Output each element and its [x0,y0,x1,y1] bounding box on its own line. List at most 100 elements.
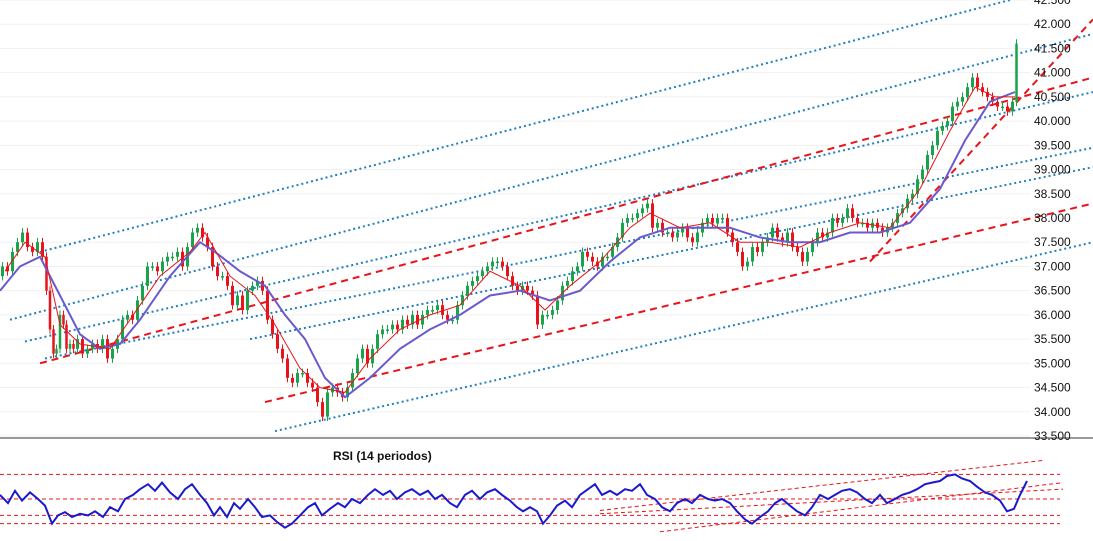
trend-line [264,202,1093,404]
candle-down [866,222,869,228]
candle-down [796,247,799,252]
candle-down [776,227,779,238]
candle-up [466,285,469,296]
candle-up [68,343,72,349]
candle-up [171,256,174,259]
channel-line [274,241,1093,433]
candle-down [271,319,274,335]
candle-up [346,387,349,398]
candle-up [601,256,604,267]
y-tick-label: 40.500 [1034,90,1071,104]
candle-down [52,329,55,354]
candle-down [211,247,214,267]
candle-up [251,285,254,291]
candle-down [856,218,859,223]
candle-up [716,218,719,223]
candle-down [671,232,674,238]
candle-down [6,266,9,272]
candle-up [111,348,114,359]
y-tick-label: 37.500 [1034,235,1071,249]
candle-up [246,290,249,311]
channel-line [39,0,1011,253]
y-tick-label: 36.000 [1034,308,1071,322]
candle-down [441,305,444,315]
candle-up [121,319,124,340]
candle-up [361,348,364,359]
rsi-title: RSI (14 periodos) [333,449,432,463]
candle-up [921,169,924,180]
candle-down [691,237,694,243]
y-tick-label: 33.500 [1034,429,1071,443]
y-tick-label: 39.500 [1034,138,1071,152]
candle-up [941,125,944,131]
candle-down [586,251,589,257]
candle-up [666,232,669,235]
candle-down [81,339,84,354]
candle-down [511,276,514,286]
y-tick-label: 41.500 [1034,41,1071,55]
candle-up [356,358,359,374]
candle-down [651,203,654,228]
candle-up [631,218,634,220]
candle-down [781,237,784,243]
candle-up [161,261,164,272]
candle-down [791,232,794,248]
candle-up [146,266,149,286]
candle-up [611,247,614,257]
candle-down [261,280,264,291]
candle-up [961,96,964,102]
candle-down [31,247,34,252]
candle-up [541,314,544,325]
candle-down [986,92,989,97]
candle-down [416,314,419,325]
candle-down [711,218,714,223]
candle-down [836,218,839,223]
ma-slow-line [0,91,1016,399]
candle-up [481,271,484,277]
candle-down [661,222,664,233]
rsi-line [0,473,1028,529]
rsi-series-line [0,473,1028,529]
candle-up [196,227,199,233]
candle-down [366,348,369,364]
candle-down [396,324,399,330]
candle-down [65,324,68,349]
candle-up [16,242,19,252]
y-tick-label: 34.500 [1034,381,1071,395]
candle-up [841,218,844,223]
candle-up [421,314,424,325]
candle-up [771,227,774,238]
candle-up [76,339,79,349]
trend-line [39,76,1093,365]
candle-up [486,266,489,272]
candle-up [296,373,299,383]
candle-down [501,261,504,267]
candle-down [1006,106,1009,112]
candle-up [931,145,934,156]
candle-up [376,334,379,349]
candle-down [226,276,229,286]
candle-down [516,285,519,291]
candle-down [996,101,999,107]
candle-down [131,314,134,320]
candle-down [406,319,409,325]
candle-up [786,232,789,243]
ma-fast-line [4,86,1015,393]
candle-up [816,232,819,243]
candle-down [62,314,65,325]
candle-up [451,319,454,322]
candle-up [351,373,354,388]
candle-down [976,77,979,88]
candle-up [646,203,649,209]
rsi-trend-line [659,482,1064,533]
candle-up [936,130,939,146]
candle-up [176,251,179,257]
candle-down [281,348,284,359]
candle-up [971,77,974,88]
candle-up [721,218,724,220]
candle-up [951,106,954,122]
channel-line [44,146,1093,360]
candle-up [636,213,639,218]
y-tick-label: 34.000 [1034,405,1071,419]
